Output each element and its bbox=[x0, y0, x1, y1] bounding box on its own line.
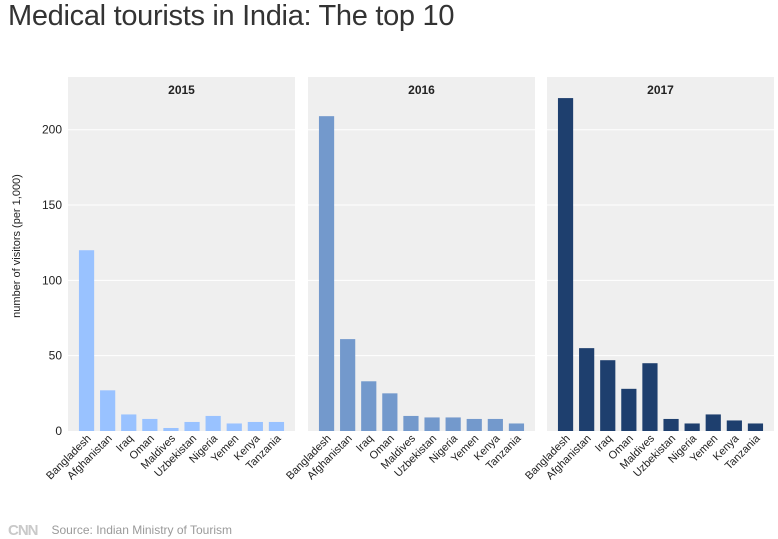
y-axis-label: number of visitors (per 1,000) bbox=[11, 174, 23, 318]
bar-2016-uzbekistan bbox=[424, 417, 440, 431]
bar-2016-iraq bbox=[361, 381, 377, 431]
bar-2017-afghanistan bbox=[579, 348, 595, 431]
bar-2017-iraq bbox=[600, 360, 616, 431]
bar-2017-maldives bbox=[642, 363, 658, 431]
bar-2015-tanzania bbox=[268, 421, 285, 431]
bar-2016-maldives bbox=[403, 415, 419, 431]
panel-title-2016: 2016 bbox=[408, 83, 435, 97]
bar-2015-bangladesh bbox=[78, 250, 95, 431]
bar-2017-uzbekistan bbox=[663, 418, 679, 431]
bar-2016-tanzania bbox=[508, 423, 525, 431]
bar-2016-nigeria bbox=[445, 417, 461, 431]
bar-2017-oman bbox=[621, 388, 637, 431]
bar-2015-yemen bbox=[226, 423, 242, 431]
panel-title-2017: 2017 bbox=[647, 83, 674, 97]
panel-background bbox=[68, 77, 295, 431]
bar-2015-maldives bbox=[163, 427, 179, 431]
chart-title: Medical tourists in India: The top 10 bbox=[8, 0, 455, 32]
bar-2015-afghanistan bbox=[100, 390, 116, 431]
y-tick-label-150: 150 bbox=[42, 198, 62, 212]
panel-title-2015: 2015 bbox=[168, 83, 195, 97]
bar-2017-nigeria bbox=[684, 423, 700, 431]
footer: CNN Source: Indian Ministry of Tourism bbox=[8, 521, 232, 539]
source-note: Source: Indian Ministry of Tourism bbox=[51, 523, 233, 537]
bar-2016-afghanistan bbox=[340, 339, 356, 431]
bar-2016-kenya bbox=[487, 418, 503, 431]
bar-2015-nigeria bbox=[205, 415, 221, 431]
bar-2015-uzbekistan bbox=[184, 421, 200, 431]
y-tick-label-50: 50 bbox=[49, 349, 63, 363]
bar-2015-kenya bbox=[247, 421, 263, 431]
bar-2017-kenya bbox=[726, 420, 742, 431]
bar-2015-iraq bbox=[121, 414, 137, 431]
bar-2017-bangladesh bbox=[557, 98, 574, 432]
y-tick-label-200: 200 bbox=[42, 123, 62, 137]
bar-2017-yemen bbox=[705, 414, 721, 431]
cnn-logo: CNN bbox=[8, 521, 38, 539]
bar-2017-tanzania bbox=[747, 423, 764, 431]
bar-2015-oman bbox=[142, 418, 158, 431]
y-tick-label-0: 0 bbox=[55, 424, 62, 438]
bar-2016-oman bbox=[382, 393, 398, 431]
faceted-bar-chart: number of visitors (per 1,000) 0 50 100 150… bbox=[11, 77, 774, 482]
y-tick-label-100: 100 bbox=[42, 273, 62, 287]
bar-2016-yemen bbox=[466, 418, 482, 431]
bar-2016-bangladesh bbox=[318, 116, 335, 431]
